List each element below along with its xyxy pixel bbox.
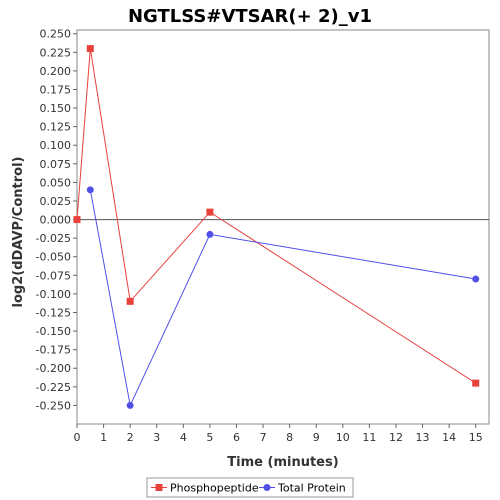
x-tick-label: 3 <box>153 431 160 444</box>
y-tick-label: -0.175 <box>36 344 71 357</box>
legend-box <box>146 477 354 498</box>
y-tick-label: 0.025 <box>40 195 72 208</box>
y-axis-label: log2(dDAVP/Control) <box>11 157 26 308</box>
data-point-phosphopeptide <box>472 379 480 387</box>
x-tick-label: 8 <box>286 431 293 444</box>
data-point-phosphopeptide <box>126 297 134 305</box>
data-point-total-protein <box>86 186 94 194</box>
y-tick-label: 0.225 <box>40 46 72 59</box>
y-tick-label: -0.025 <box>36 232 71 245</box>
y-tick-label: -0.125 <box>36 306 71 319</box>
legend-label-phosphopeptide: Phosphopeptide <box>170 482 259 495</box>
x-tick-label: 9 <box>313 431 320 444</box>
data-point-total-protein <box>206 230 214 238</box>
x-axis-label: Time (minutes) <box>227 455 338 470</box>
y-tick-label: 0.100 <box>40 139 72 152</box>
x-tick-label: 15 <box>469 431 483 444</box>
data-point-total-protein <box>126 401 134 409</box>
x-tick-label: 4 <box>180 431 187 444</box>
legend-marker-total-protein <box>263 484 271 491</box>
x-tick-label: 5 <box>206 431 213 444</box>
x-tick-label: 13 <box>416 431 430 444</box>
x-tick-label: 7 <box>260 431 267 444</box>
data-point-phosphopeptide <box>206 208 214 216</box>
x-tick-label: 2 <box>127 431 134 444</box>
y-tick-label: 0.125 <box>40 121 72 134</box>
x-tick-label: 12 <box>389 431 403 444</box>
y-tick-label: -0.150 <box>36 325 71 338</box>
data-point-total-protein <box>472 275 480 283</box>
y-tick-label: -0.250 <box>36 399 71 412</box>
x-tick-label: 0 <box>74 431 81 444</box>
plot-area: 0.250 0.225 0.200 0.175 0.150 0.125 0.100 0.075… <box>36 28 490 444</box>
chart-title: NGTLSS#VTSAR(+ 2)_v1 <box>128 6 372 27</box>
x-tick-label: 14 <box>442 431 456 444</box>
x-tick-label: 6 <box>233 431 240 444</box>
plot-frame <box>76 29 490 425</box>
y-tick-label: -0.075 <box>36 269 71 282</box>
y-tick-label: 0.000 <box>40 214 72 227</box>
y-tick-label: -0.225 <box>36 381 71 394</box>
x-tick-label: 10 <box>336 431 350 444</box>
y-tick-label: -0.200 <box>36 362 71 375</box>
y-tick-label: -0.100 <box>36 288 71 301</box>
y-tick-label: 0.150 <box>40 102 72 115</box>
legend-marker-phosphopeptide <box>155 484 163 491</box>
y-tick-label: 0.250 <box>40 28 72 41</box>
y-tick-label: -0.050 <box>36 251 71 264</box>
y-tick-label: 0.050 <box>40 176 72 189</box>
y-tick-label: 0.075 <box>40 158 72 171</box>
y-tick-label: 0.175 <box>40 83 72 96</box>
y-tick-label: 0.200 <box>40 65 72 78</box>
data-point-phosphopeptide <box>73 216 81 224</box>
x-tick-label: 1 <box>100 431 107 444</box>
legend: Phosphopeptide Total Protein <box>146 477 354 498</box>
data-point-phosphopeptide <box>86 45 94 53</box>
series-line-total-protein <box>89 189 476 408</box>
x-tick-label: 11 <box>362 431 376 444</box>
legend-label-total-protein: Total Protein <box>277 482 346 495</box>
